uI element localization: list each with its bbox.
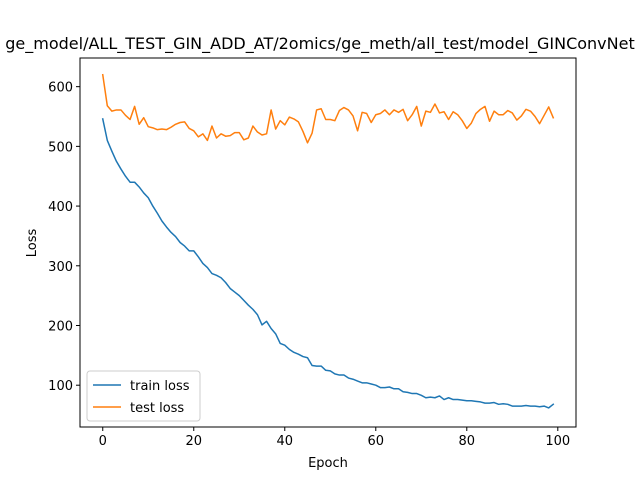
x-tick-label: 20: [185, 434, 202, 449]
y-tick-label: 100: [48, 379, 73, 394]
series-line-train-loss: [101, 118, 555, 409]
x-axis-label: Epoch: [308, 456, 348, 471]
legend-label-train-loss: train loss: [130, 379, 190, 394]
plot-frame: [79, 57, 577, 428]
legend: train loss test loss: [86, 370, 201, 422]
x-axis: 0 20 40 60 80 100: [99, 427, 570, 449]
y-tick-label: 400: [48, 200, 73, 215]
x-tick-label: 80: [459, 434, 476, 449]
series-line-test-loss: [101, 73, 555, 144]
x-tick-label: 100: [545, 434, 570, 449]
y-tick-label: 500: [48, 140, 73, 155]
legend-label-test-loss: test loss: [130, 401, 184, 416]
y-axis-label: Loss: [25, 229, 40, 258]
x-tick-label: 60: [368, 434, 385, 449]
y-tick-label: 600: [48, 81, 73, 96]
plot-area: [79, 57, 577, 428]
y-tick-label: 300: [48, 260, 73, 275]
x-tick-label: 0: [99, 434, 107, 449]
x-tick-label: 40: [276, 434, 293, 449]
y-axis: 100 200 300 400 500 600: [48, 81, 80, 394]
legend-box: [86, 370, 201, 422]
y-tick-label: 200: [48, 319, 73, 334]
series-layer: [101, 73, 555, 409]
chart-title: ge_model/ALL_TEST_GIN_ADD_AT/2omics/ge_m…: [5, 34, 634, 54]
